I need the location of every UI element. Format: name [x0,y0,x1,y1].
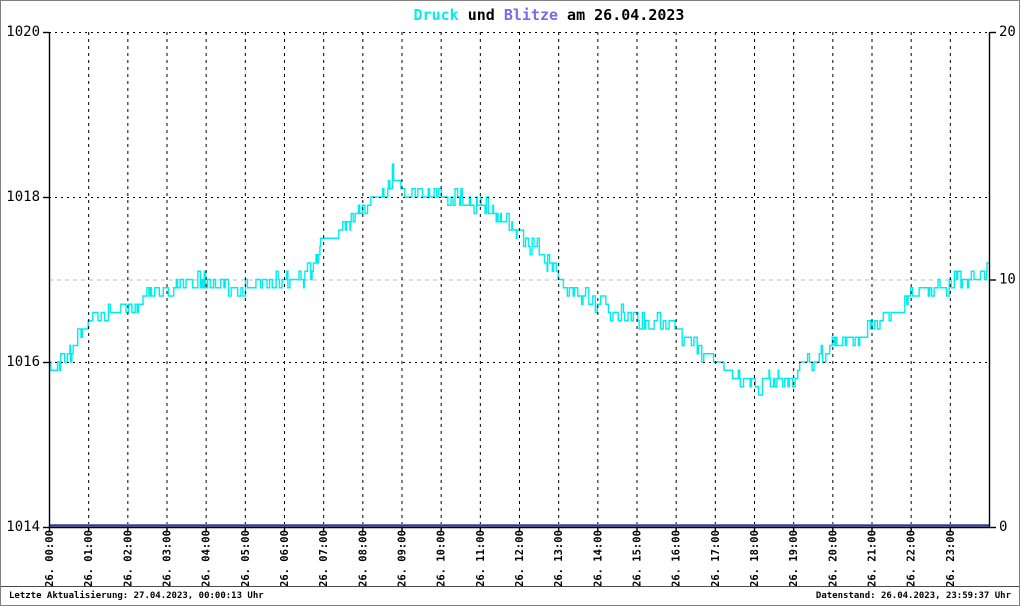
x-tick-label: 26. 18:00 [749,530,761,587]
y-left-tick-label: 1016 [6,354,40,370]
x-tick-label: 26. 12:00 [514,530,526,587]
x-tick-label: 26. 04:00 [201,530,213,587]
x-tick-label: 26. 07:00 [318,530,330,587]
x-tick-label: 26. 05:00 [240,530,252,587]
x-tick-label: 26. 14:00 [592,530,604,587]
title-text-und: und [458,6,504,24]
x-tick-label: 26. 00:00 [44,530,56,587]
x-tick-label: 26. 06:00 [279,530,291,587]
x-tick-label: 26. 20:00 [827,530,839,587]
chart-title: Druck und Blitze am 26.04.2023 [414,6,685,24]
x-tick-label: 26. 09:00 [397,530,409,587]
x-tick-label: 26. 21:00 [867,530,879,587]
y-left-tick-label: 1018 [6,189,40,205]
title-series-blitze: Blitze [503,6,559,24]
x-tick-label: 26. 08:00 [357,530,369,587]
x-tick-label: 26. 01:00 [83,530,95,587]
x-tick-label: 26. 11:00 [475,530,487,587]
x-tick-label: 26. 19:00 [788,530,800,587]
y-left-tick-label: 1014 [6,519,40,535]
x-tick-label: 26. 22:00 [906,530,918,587]
title-series-druck: Druck [413,6,459,24]
x-tick-label: 26. 17:00 [710,530,722,587]
y-left-tick-label: 1020 [6,24,40,40]
x-tick-label: 26. 02:00 [122,530,134,587]
status-bar: Letzte Aktualisierung: 27.04.2023, 00:00… [1,586,1019,605]
y-right-tick-label: 20 [999,24,1016,40]
y-right-tick-label: 10 [999,272,1016,288]
x-tick-label: 26. 23:00 [945,530,957,587]
x-tick-label: 26. 03:00 [162,530,174,587]
x-tick-label: 26. 13:00 [553,530,565,587]
y-right-tick-label: 0 [999,519,1007,535]
status-last-update: Letzte Aktualisierung: 27.04.2023, 00:00… [9,591,264,601]
pressure-trace [49,163,989,396]
x-tick-label: 26. 15:00 [632,530,644,587]
x-tick-label: 26. 10:00 [436,530,448,587]
title-text-date: am 26.04.2023 [558,6,685,24]
status-data-state: Datenstand: 26.04.2023, 23:59:37 Uhr [815,591,1011,601]
x-tick-label: 26. 16:00 [671,530,683,587]
